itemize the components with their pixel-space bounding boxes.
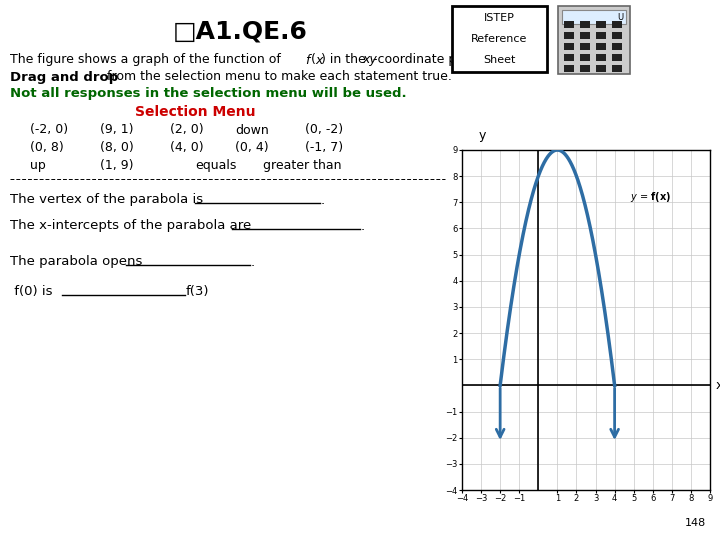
Bar xyxy=(580,21,590,28)
Bar xyxy=(596,21,606,28)
Bar xyxy=(558,6,630,74)
Text: .: . xyxy=(251,255,255,268)
Text: greater than: greater than xyxy=(263,159,341,172)
Text: (-2, 0): (-2, 0) xyxy=(30,124,68,137)
Bar xyxy=(612,43,622,50)
Bar xyxy=(580,54,590,61)
Bar xyxy=(564,43,574,50)
Text: The vertex of the parabola is: The vertex of the parabola is xyxy=(10,193,207,206)
Bar xyxy=(596,54,606,61)
Text: (0, 8): (0, 8) xyxy=(30,141,64,154)
Text: (4, 0): (4, 0) xyxy=(170,141,204,154)
Text: x: x xyxy=(315,53,323,66)
Text: y: y xyxy=(478,129,486,142)
Text: -coordinate plane.: -coordinate plane. xyxy=(373,53,487,66)
Text: Selection Menu: Selection Menu xyxy=(135,105,256,119)
Text: (: ( xyxy=(311,53,316,66)
Bar xyxy=(580,43,590,50)
Text: xy: xy xyxy=(362,53,377,66)
Text: Sheet: Sheet xyxy=(483,55,516,65)
Bar xyxy=(596,43,606,50)
Text: up: up xyxy=(30,159,46,172)
Text: .: . xyxy=(361,219,365,233)
Text: (0, 4): (0, 4) xyxy=(235,141,269,154)
Text: f: f xyxy=(305,53,310,66)
Text: The x-intercepts of the parabola are: The x-intercepts of the parabola are xyxy=(10,219,256,233)
Bar xyxy=(596,32,606,39)
Text: (2, 0): (2, 0) xyxy=(170,124,204,137)
Text: f(3): f(3) xyxy=(186,286,210,299)
Bar xyxy=(564,65,574,72)
Text: □A1.QE.6: □A1.QE.6 xyxy=(173,20,307,44)
Text: (1, 9): (1, 9) xyxy=(100,159,133,172)
Bar xyxy=(612,65,622,72)
Text: (9, 1): (9, 1) xyxy=(100,124,133,137)
Text: (8, 0): (8, 0) xyxy=(100,141,134,154)
Bar xyxy=(612,54,622,61)
Text: from the selection menu to make each statement true.: from the selection menu to make each sta… xyxy=(103,71,452,84)
Text: down: down xyxy=(235,124,269,137)
Text: equals: equals xyxy=(195,159,236,172)
Bar xyxy=(452,6,547,72)
Text: Reference: Reference xyxy=(472,34,528,44)
Bar xyxy=(564,32,574,39)
Text: ) in the: ) in the xyxy=(321,53,370,66)
Text: Not all responses in the selection menu will be used.: Not all responses in the selection menu … xyxy=(10,86,407,99)
Bar xyxy=(564,21,574,28)
Text: (-1, 7): (-1, 7) xyxy=(305,141,343,154)
Text: $y$ = $\mathbf{f(x)}$: $y$ = $\mathbf{f(x)}$ xyxy=(630,190,671,204)
Text: U: U xyxy=(617,12,623,22)
Bar xyxy=(612,32,622,39)
Bar xyxy=(612,21,622,28)
Text: x: x xyxy=(716,379,720,392)
Text: ISTEP: ISTEP xyxy=(484,13,515,23)
Bar xyxy=(580,32,590,39)
Bar xyxy=(596,65,606,72)
Bar xyxy=(564,54,574,61)
Bar xyxy=(580,65,590,72)
Text: f(0) is: f(0) is xyxy=(10,286,57,299)
Text: Drag and drop: Drag and drop xyxy=(10,71,118,84)
Bar xyxy=(562,10,626,24)
Text: The figure shows a graph of the function of: The figure shows a graph of the function… xyxy=(10,53,285,66)
Text: The parabola opens: The parabola opens xyxy=(10,255,147,268)
Text: .: . xyxy=(321,193,325,206)
Text: (0, -2): (0, -2) xyxy=(305,124,343,137)
Text: 148: 148 xyxy=(685,518,706,528)
